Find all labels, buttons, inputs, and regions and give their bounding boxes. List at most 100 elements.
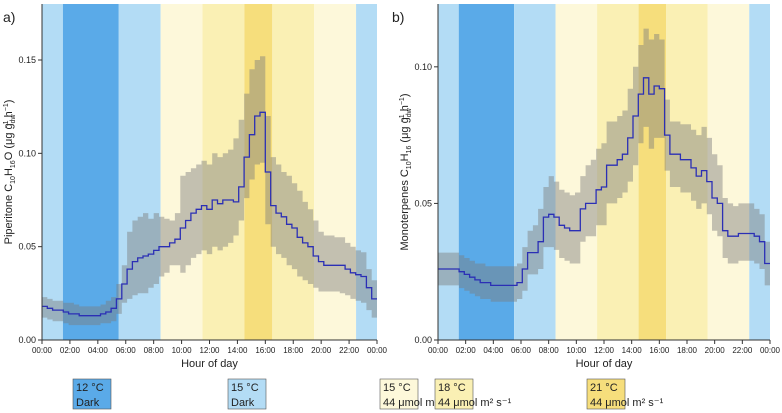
condition-band-8 bbox=[749, 4, 770, 340]
y-tick-label: 0.00 bbox=[414, 335, 432, 345]
panel-a: 0.00 0.05 0.10 0.15 00:00 02:00 04:00 06:00 08:0… bbox=[3, 4, 388, 370]
y-axis-label-part: Piperitone C bbox=[3, 184, 15, 245]
x-tick-label: 10:00 bbox=[172, 346, 193, 355]
x-axis-label: Hour of day bbox=[181, 358, 238, 370]
panel-label: b) bbox=[392, 9, 404, 25]
condition-band-3 bbox=[160, 4, 203, 340]
y-axis-label-part: 16 bbox=[406, 146, 413, 154]
panel-b: 0.00 0.05 0.10 00:00 02:00 04:00 06:00 08:00 10:… bbox=[392, 4, 781, 370]
y-axis-label-part: −1 bbox=[399, 97, 406, 105]
x-tick-label: 14:00 bbox=[622, 346, 643, 355]
legend-item-4: 21 °C 44 μmol m² s⁻¹ bbox=[586, 378, 664, 410]
condition-band-0 bbox=[438, 4, 459, 340]
y-tick-label: 0.05 bbox=[414, 198, 432, 208]
x-tick-label: 00:00 bbox=[760, 346, 781, 355]
y-axis-label-part: h bbox=[3, 111, 15, 120]
x-tick-label: 12:00 bbox=[594, 346, 615, 355]
legend-temp: 15 °C bbox=[383, 382, 411, 394]
confidence-band bbox=[42, 56, 377, 326]
x-tick-label: 22:00 bbox=[339, 346, 360, 355]
x-tick-label: 14:00 bbox=[227, 346, 248, 355]
y-axis-label-part: O (μg g bbox=[3, 123, 15, 160]
condition-band-7 bbox=[314, 4, 357, 340]
condition-band-5 bbox=[638, 4, 667, 340]
legend-swatch bbox=[434, 378, 474, 410]
x-tick-label: 12:00 bbox=[199, 346, 220, 355]
x-axis-label: Hour of day bbox=[576, 358, 633, 370]
legend-item-3: 18 °C 44 μmol m² s⁻¹ bbox=[434, 378, 512, 410]
legend-light: 44 μmol m² s⁻¹ bbox=[590, 397, 664, 409]
y-tick-label: 0.10 bbox=[414, 62, 432, 72]
x-tick-label: 18:00 bbox=[283, 346, 304, 355]
condition-band-3 bbox=[555, 4, 598, 340]
legend-swatch bbox=[227, 378, 267, 410]
y-axis-label-part: −1 bbox=[399, 114, 406, 122]
legend-item-1: 15 °C Dark bbox=[227, 378, 267, 410]
condition-band-2 bbox=[514, 4, 556, 340]
y-axis-label: Monoterpenes C10H16 (μg gdw−1 h−1) bbox=[399, 93, 413, 250]
legend-swatch bbox=[586, 378, 626, 410]
mean-line bbox=[42, 111, 377, 317]
legend-temp: 18 °C bbox=[438, 382, 466, 394]
legend-temp: 21 °C bbox=[590, 382, 618, 394]
y-axis-label-part: 16 bbox=[10, 160, 17, 168]
y-axis-label-part: (μg g bbox=[399, 117, 411, 145]
y-axis-label-part: Monoterpenes C bbox=[399, 169, 411, 250]
y-axis-label-part: dw bbox=[406, 107, 413, 117]
x-tick-label: 16:00 bbox=[649, 346, 670, 355]
x-tick-label: 02:00 bbox=[60, 346, 81, 355]
condition-band-4 bbox=[202, 4, 245, 340]
x-tick-label: 00:00 bbox=[32, 346, 53, 355]
x-tick-label: 16:00 bbox=[255, 346, 276, 355]
y-tick-label: 0.05 bbox=[18, 242, 36, 252]
y-axis-label-part: 10 bbox=[10, 176, 17, 184]
legend-light: 44 μmol m² s⁻¹ bbox=[438, 397, 512, 409]
x-tick-label: 06:00 bbox=[511, 346, 532, 355]
x-tick-label: 02:00 bbox=[456, 346, 477, 355]
legend-item-0: 12 °C Dark bbox=[72, 378, 112, 410]
x-tick-label: 00:00 bbox=[367, 346, 388, 355]
legend-swatch bbox=[379, 378, 419, 410]
y-tick-label: 0.00 bbox=[18, 335, 36, 345]
y-axis-label: Piperitone C10H16O (μg gdw−1 h−1) bbox=[3, 100, 17, 245]
legend-light: Dark bbox=[76, 397, 100, 409]
x-tick-label: 18:00 bbox=[677, 346, 698, 355]
y-axis-label-part: dw bbox=[10, 113, 17, 123]
condition-band-6 bbox=[666, 4, 708, 340]
condition-band-4 bbox=[597, 4, 639, 340]
x-tick-label: 08:00 bbox=[539, 346, 560, 355]
legend-temp: 15 °C bbox=[231, 382, 259, 394]
condition-band-1 bbox=[458, 4, 515, 340]
x-tick-label: 00:00 bbox=[428, 346, 449, 355]
x-tick-label: 20:00 bbox=[311, 346, 332, 355]
condition-band-8 bbox=[356, 4, 377, 340]
y-axis-label-part: 10 bbox=[406, 161, 413, 169]
y-axis-label-part: H bbox=[399, 153, 411, 161]
condition-band-0 bbox=[42, 4, 63, 340]
y-tick-label: 0.15 bbox=[18, 55, 36, 65]
condition-band-1 bbox=[62, 4, 119, 340]
condition-band-6 bbox=[272, 4, 315, 340]
x-tick-label: 10:00 bbox=[566, 346, 587, 355]
x-tick-label: 20:00 bbox=[705, 346, 726, 355]
y-axis-label-part: ) bbox=[399, 93, 411, 97]
legend-light: Dark bbox=[231, 397, 255, 409]
y-axis-label-part: ) bbox=[3, 100, 15, 104]
mean-line bbox=[438, 77, 770, 287]
x-tick-label: 22:00 bbox=[732, 346, 753, 355]
panel-label: a) bbox=[3, 9, 15, 25]
y-axis-label-part: h bbox=[399, 105, 411, 114]
x-tick-label: 08:00 bbox=[144, 346, 165, 355]
x-tick-label: 06:00 bbox=[116, 346, 137, 355]
condition-band-7 bbox=[707, 4, 750, 340]
y-axis-label-part: −1 bbox=[3, 103, 10, 111]
y-axis-label-part: H bbox=[3, 168, 15, 176]
y-axis-label-part: −1 bbox=[3, 120, 10, 128]
x-tick-label: 04:00 bbox=[88, 346, 109, 355]
y-tick-label: 0.10 bbox=[18, 148, 36, 158]
confidence-band bbox=[438, 28, 770, 302]
legend-swatch bbox=[72, 378, 112, 410]
